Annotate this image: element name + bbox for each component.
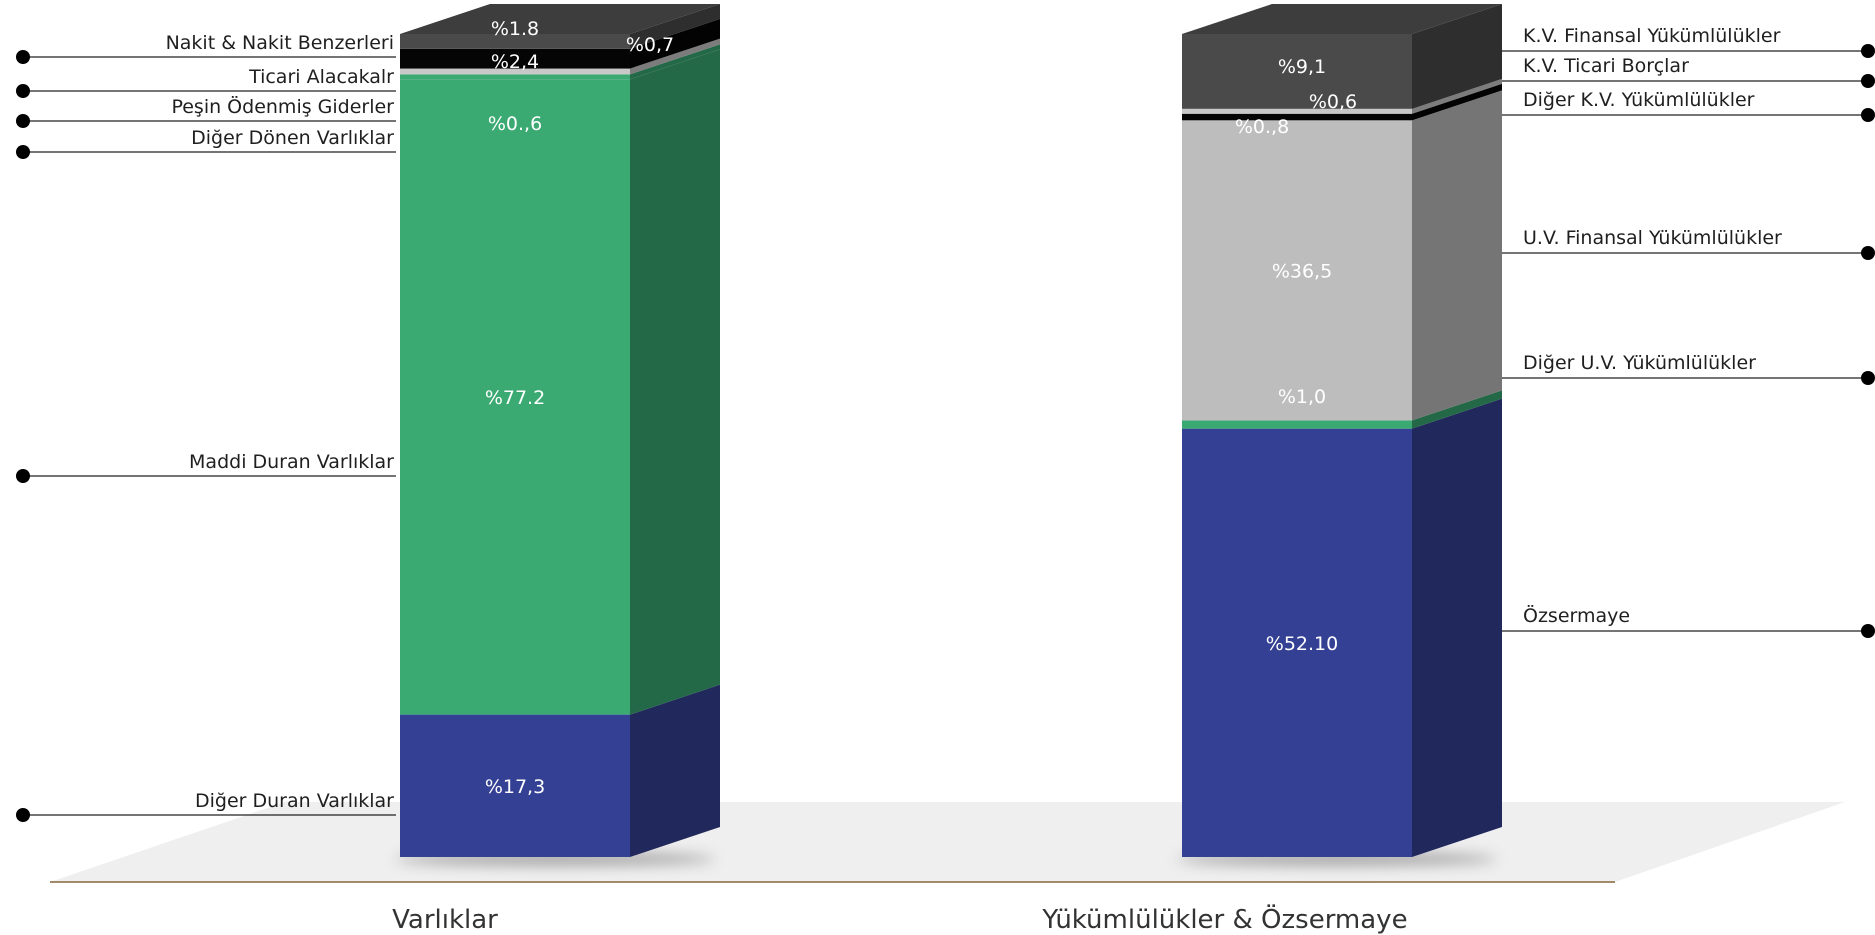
segment-k-v-finansal-yukumlulukler — [1182, 4, 1502, 109]
callout-diger-donen-varliklar: Diğer Dönen Varlıklar — [16, 127, 396, 159]
segment-ozsermaye — [1182, 398, 1502, 857]
bar-side — [630, 4, 720, 49]
bar-front — [400, 48, 630, 69]
bar-side — [630, 49, 720, 715]
bar-front — [1182, 113, 1412, 121]
bar-front — [400, 68, 630, 75]
bar-front — [400, 714, 630, 857]
segment-label: Özsermaye — [1523, 604, 1630, 627]
segment-label: Diğer Duran Varlıklar — [195, 790, 394, 812]
callout-ozsermaye: Özsermaye — [1502, 604, 1875, 638]
segment-label: Diğer U.V. Yükümlülükler — [1523, 352, 1756, 374]
callout-k-v-finansal-yukumlulukler: K.V. Finansal Yükümlülükler — [1502, 25, 1875, 58]
bar-side — [1412, 398, 1502, 857]
callout-nakit-nakit-benzerleri: Nakit & Nakit Benzerleri — [16, 32, 396, 64]
segment-pesin-odenmis-giderler — [400, 38, 720, 75]
callout-maddi-duran-varliklar: Maddi Duran Varlıklar — [16, 451, 396, 483]
bar-front — [1182, 420, 1412, 429]
bar-front — [1182, 120, 1412, 421]
leader-dot — [16, 114, 30, 128]
segment-nakit-nakit-benzerleri — [400, 4, 720, 49]
chart-floor — [50, 802, 1845, 882]
segment-label: Diğer Dönen Varlıklar — [191, 127, 394, 149]
leader-dot — [1861, 371, 1875, 385]
bar-front — [1182, 428, 1412, 857]
segment-maddi-duran-varliklar — [400, 49, 720, 715]
leader-dot — [16, 808, 30, 822]
callout-diger-u-v-yukumlulukler: Diğer U.V. Yükümlülükler — [1502, 352, 1875, 385]
value-label: %77.2 — [485, 387, 545, 409]
bar-side — [630, 44, 720, 80]
segment-label: Peşin Ödenmiş Giderler — [171, 95, 394, 118]
value-label: %0.,6 — [488, 113, 542, 135]
bar-side — [630, 38, 720, 75]
category-label: Yükümlülükler & Özsermaye — [1041, 903, 1407, 935]
segment-diger-k-v-yukumlulukler — [1182, 83, 1502, 121]
segment-label: K.V. Ticari Borçlar — [1523, 55, 1689, 77]
segment-label: Maddi Duran Varlıklar — [189, 451, 394, 473]
callout-u-v-finansal-yukumlulukler: U.V. Finansal Yükümlülükler — [1502, 227, 1875, 260]
segment-label: K.V. Finansal Yükümlülükler — [1523, 25, 1781, 47]
callout-diger-duran-varliklar: Diğer Duran Varlıklar — [16, 790, 396, 822]
value-label: %17,3 — [485, 776, 545, 798]
bar-front — [1182, 108, 1412, 114]
bar-front — [400, 34, 630, 49]
leader-dot — [1861, 108, 1875, 122]
bar-top — [400, 4, 720, 34]
leader-dot — [1861, 246, 1875, 260]
segment-label: Diğer K.V. Yükümlülükler — [1523, 89, 1755, 111]
segment-ticari-alacakalr — [400, 18, 720, 69]
segment-diger-duran-varliklar — [400, 684, 720, 857]
bar-side — [1412, 78, 1502, 114]
segment-diger-u-v-yukumlulukler — [1182, 390, 1502, 429]
segment-u-v-finansal-yukumlulukler — [1182, 90, 1502, 421]
leader-dot — [16, 469, 30, 483]
segment-label: Ticari Alacakalr — [248, 66, 394, 88]
bar-front — [400, 74, 630, 80]
callout-diger-k-v-yukumlulukler: Diğer K.V. Yükümlülükler — [1502, 89, 1875, 122]
value-label: %1.8 — [491, 18, 539, 40]
callout-ticari-alacakalr: Ticari Alacakalr — [16, 66, 396, 98]
category-label: Varlıklar — [392, 905, 498, 935]
segment-diger-donen-varliklar — [400, 44, 720, 80]
bar-top — [1182, 4, 1502, 34]
segment-label: U.V. Finansal Yükümlülükler — [1523, 227, 1782, 249]
value-label: %9,1 — [1278, 56, 1326, 78]
segment-k-v-ticari-borclar — [1182, 78, 1502, 114]
bar-front — [1182, 34, 1412, 109]
value-label: %0,7 — [626, 34, 674, 56]
bar-side — [1412, 390, 1502, 429]
leader-dot — [1861, 624, 1875, 638]
callout-k-v-ticari-borclar: K.V. Ticari Borçlar — [1502, 55, 1875, 88]
bar-side — [1412, 83, 1502, 121]
bar-side — [630, 684, 720, 857]
value-label: %52.10 — [1266, 633, 1338, 655]
leader-dot — [16, 50, 30, 64]
bar-side — [1412, 4, 1502, 109]
leader-dot — [16, 145, 30, 159]
leader-dot — [1861, 44, 1875, 58]
leader-dot — [1861, 74, 1875, 88]
value-label: %36,5 — [1272, 260, 1332, 282]
leader-dot — [16, 84, 30, 98]
bar-front — [400, 79, 630, 715]
bar-side — [1412, 90, 1502, 421]
value-label: %0,6 — [1309, 91, 1357, 113]
bar-side — [630, 18, 720, 69]
value-label: %2,4 — [491, 51, 539, 73]
value-label: %0.,8 — [1235, 116, 1289, 138]
callout-pesin-odenmis-giderler: Peşin Ödenmiş Giderler — [16, 95, 396, 128]
value-label: %1,0 — [1278, 386, 1326, 408]
segment-label: Nakit & Nakit Benzerleri — [166, 32, 394, 54]
